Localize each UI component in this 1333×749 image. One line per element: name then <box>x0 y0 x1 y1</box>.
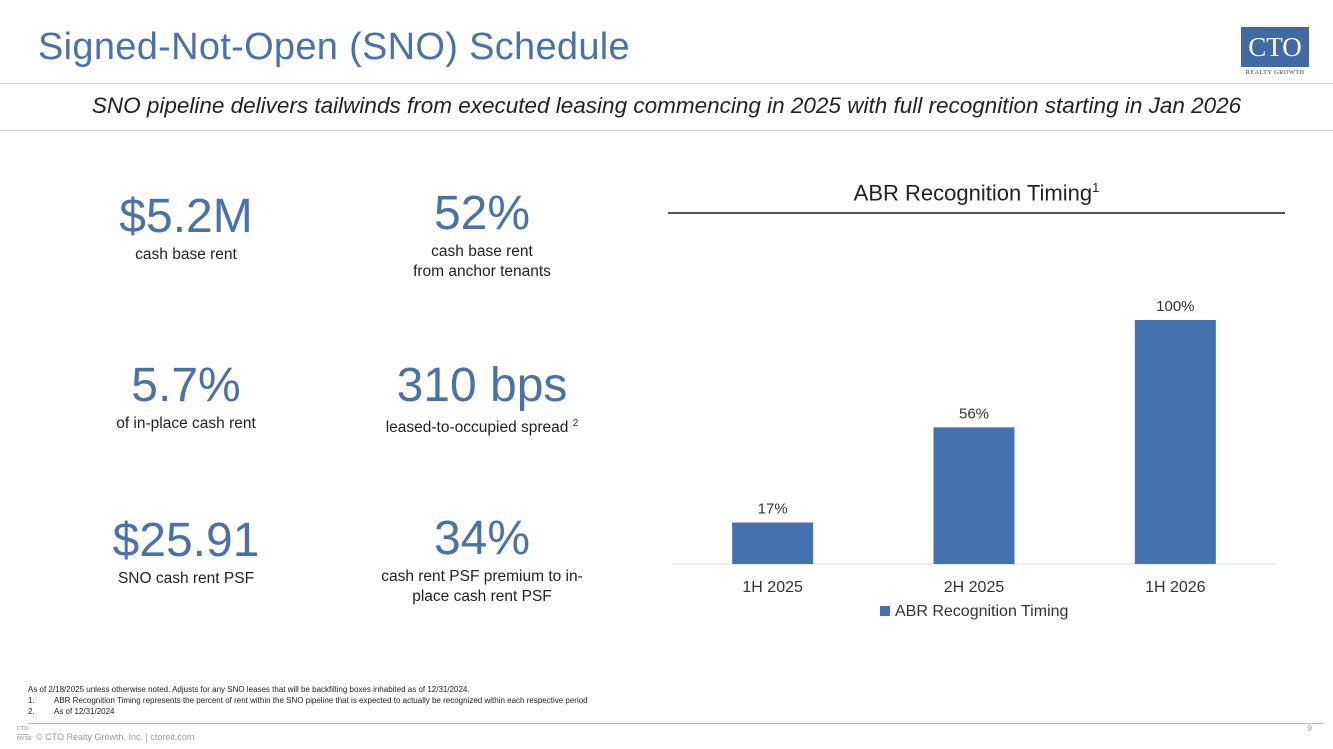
stat-leased-occupied-spread: 310 bps leased-to-occupied spread 2 <box>352 362 612 438</box>
bar-0 <box>732 522 814 564</box>
stat-caption-line2: from anchor tenants <box>413 263 551 280</box>
stat-caption-line1: cash rent PSF premium to in- <box>381 568 583 585</box>
footer-logo-line1: CTO <box>17 726 29 732</box>
stat-sno-cash-rent-psf: $25.91 SNO cash rent PSF <box>86 517 286 589</box>
x-tick-label-0: 1H 2025 <box>742 579 803 596</box>
footer-logo-rule <box>17 733 29 735</box>
footnote-number: 2. <box>28 707 35 716</box>
footnote-1: 1. ABR Recognition Timing represents the… <box>28 695 588 706</box>
footer-logo-line2: NYSE <box>17 735 32 742</box>
footnotes: As of 2/18/2025 unless otherwise noted. … <box>28 684 588 717</box>
stat-value: 34% <box>433 512 531 565</box>
legend-label: ABR Recognition Timing <box>895 603 1068 620</box>
copyright: © CTO Realty Growth, Inc. | ctoreit.com <box>36 732 195 742</box>
stat-caption: leased-to-occupied spread 2 <box>352 414 612 438</box>
header-divider <box>0 83 1333 84</box>
x-tick-label-2: 1H 2026 <box>1145 579 1206 596</box>
bar-1 <box>933 427 1015 564</box>
legend-swatch <box>880 606 890 616</box>
stat-caption: cash base rent <box>135 246 237 263</box>
page-title: Signed-Not-Open (SNO) Schedule <box>38 26 630 68</box>
stat-caption-text: leased-to-occupied spread <box>385 419 569 437</box>
bar-chart: 17% 1H 2025 56% 2H 2025 100% 1H 2026 ABR Recog… <box>672 298 1276 620</box>
page-subtitle: SNO pipeline delivers tailwinds from exe… <box>91 93 1242 118</box>
footer-logo: CTO NYSE <box>17 726 32 742</box>
page-number: 9 <box>1307 723 1313 733</box>
stat-value: 310 bps <box>396 359 568 412</box>
footnote-text: ABR Recognition Timing represents the pe… <box>54 696 588 705</box>
logo-subtext: REALTY GROWTH <box>1245 69 1305 76</box>
data-label-0: 17% <box>758 501 788 518</box>
data-label-2: 100% <box>1156 298 1194 315</box>
x-tick-label-1: 2H 2025 <box>944 579 1005 596</box>
stat-caption: cash base rent from anchor tenants <box>357 242 607 282</box>
stat-psf-premium: 34% cash rent PSF premium to in- place c… <box>352 515 612 607</box>
footnote-number: 1. <box>28 696 35 705</box>
footnote-2: 2. As of 12/31/2024 <box>28 706 588 717</box>
stat-cash-base-rent: $5.2M cash base rent <box>86 193 286 265</box>
stat-caption: cash rent PSF premium to in- place cash … <box>352 567 612 607</box>
stat-value: $5.2M <box>119 190 253 243</box>
stat-caption: SNO cash rent PSF <box>117 570 255 587</box>
company-logo: CTO REALTY GROWTH <box>1241 27 1309 77</box>
stat-caption: of in-place cash rent <box>116 415 256 432</box>
logo-mark: CTO <box>1241 27 1309 67</box>
stat-value: $25.91 <box>112 514 260 567</box>
chart-title-rule <box>668 212 1285 214</box>
stat-caption-line1: cash base rent <box>431 243 533 260</box>
footnote-ref: 2 <box>572 418 579 429</box>
footnote-intro: As of 2/18/2025 unless otherwise noted. … <box>28 685 470 694</box>
stat-anchor-tenants: 52% cash base rent from anchor tenants <box>357 190 607 282</box>
stat-caption-line2: place cash rent PSF <box>412 588 552 605</box>
bar-2 <box>1134 320 1216 564</box>
stat-value: 5.7% <box>131 359 241 412</box>
stat-in-place-cash-rent: 5.7% of in-place cash rent <box>76 362 296 434</box>
chart-title-text: ABR Recognition Timing <box>853 180 1093 206</box>
chart-title: ABR Recognition Timing1 <box>668 180 1285 206</box>
subtitle-divider <box>0 130 1333 131</box>
footnote-text: As of 12/31/2024 <box>54 707 115 716</box>
data-label-1: 56% <box>959 405 989 422</box>
footer-divider <box>28 723 1324 724</box>
stat-value: 52% <box>433 187 531 240</box>
chart-title-footnote: 1 <box>1092 180 1100 195</box>
